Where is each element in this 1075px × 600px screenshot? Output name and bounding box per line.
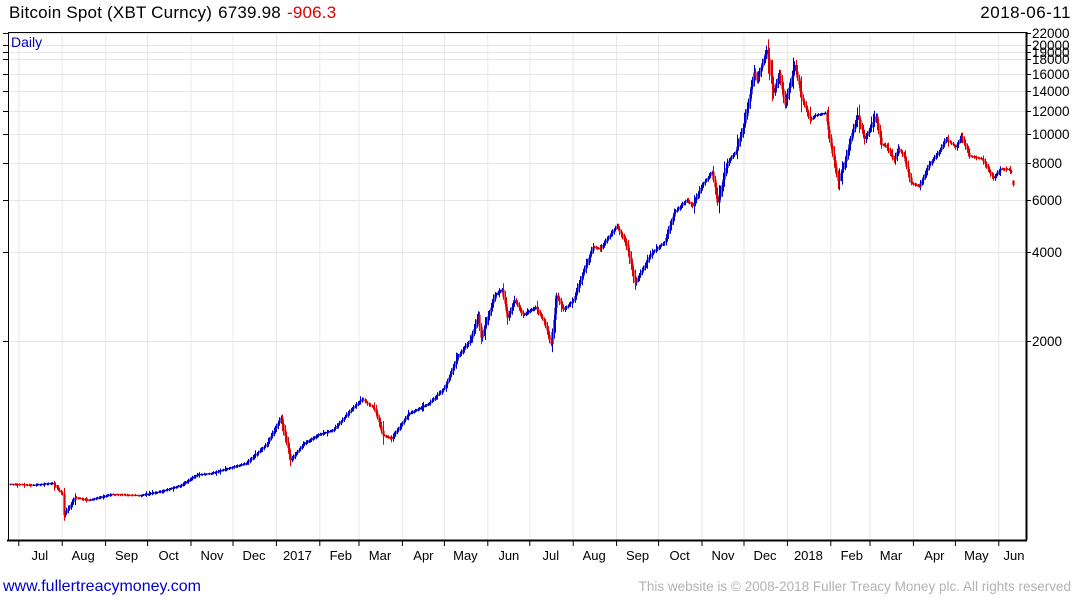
y-tick-label: 14000 [1032, 84, 1070, 99]
x-tick-label: 2017 [283, 548, 312, 563]
candlesticks [9, 39, 1015, 521]
x-axis-labels: Jul Aug Sep Oct Nov Dec 2017 Feb Mar Apr May Jun Jul… [31, 548, 1024, 563]
y-axis-labels: 2000 4000 6000 8000 10000 12000 14000 160001800… [1032, 26, 1070, 349]
y-tick-label: 18000 [1032, 52, 1070, 67]
quote-date: 2018-06-11 [980, 3, 1071, 22]
y-tick-label: 16000 [1032, 67, 1070, 82]
x-tick-label: Nov [711, 548, 735, 563]
up-bodies [9, 49, 1002, 516]
x-tick-label: Sep [115, 548, 138, 563]
x-tick-label: Dec [753, 548, 777, 563]
x-tick-label: May [453, 548, 478, 563]
dn-bodies [11, 49, 1015, 516]
y-tick-label: 6000 [1032, 193, 1062, 208]
x-tick-label: Dec [242, 548, 266, 563]
plot-border [7, 32, 1028, 542]
website-link[interactable]: www.fullertreacymoney.com [3, 578, 201, 595]
x-tick-label: Mar [880, 548, 903, 563]
price-change: -906.3 [286, 3, 337, 22]
x-tick-label: Oct [158, 548, 179, 563]
x-tick-label: Feb [330, 548, 352, 563]
x-tick-label: Apr [924, 548, 945, 563]
y-tick-label: 4000 [1032, 245, 1062, 260]
y-tick-label: 2000 [1032, 334, 1062, 349]
x-tick-label: 2018 [794, 548, 823, 563]
y-tick-label: 19000 [1032, 45, 1070, 60]
x-tick-label: Jun [498, 548, 519, 563]
last-price: 6739.98 [218, 3, 281, 22]
y-tick-label: 20000 [1032, 38, 1070, 53]
x-tick-label: Oct [669, 548, 690, 563]
axis-ticks [3, 33, 1031, 546]
timeframe-label: Daily [11, 34, 43, 50]
x-tick-label: Nov [200, 548, 224, 563]
x-tick-label: Apr [413, 548, 434, 563]
instrument-name: Bitcoin Spot (XBT Curncy) [9, 3, 213, 22]
x-tick-label: Jul [542, 548, 559, 563]
copyright-text: This website is © 2008-2018 Fuller Treac… [638, 579, 1071, 594]
chart-title: Bitcoin Spot (XBT Curncy) 6739.98 -906.3 [9, 3, 336, 23]
x-tick-label: May [964, 548, 989, 563]
y-tick-label: 22000 [1032, 26, 1070, 41]
y-tick-label: 8000 [1032, 156, 1062, 171]
x-tick-label: Aug [583, 548, 606, 563]
x-tick-label: Feb [841, 548, 863, 563]
y-tick-label: 12000 [1032, 104, 1070, 119]
x-tick-label: Sep [626, 548, 649, 563]
plot-frame [8, 32, 1027, 541]
x-tick-label: Jun [1004, 548, 1025, 563]
y-tick-label: 10000 [1032, 127, 1070, 142]
grid-lines [8, 32, 1026, 540]
x-tick-label: Aug [72, 548, 95, 563]
x-tick-label: Mar [369, 548, 392, 563]
x-tick-label: Jul [31, 548, 48, 563]
up-wicks [10, 45, 1001, 518]
